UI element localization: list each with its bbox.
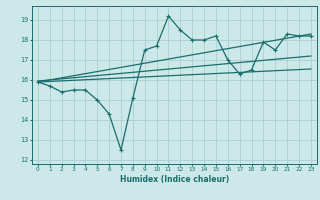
X-axis label: Humidex (Indice chaleur): Humidex (Indice chaleur)	[120, 175, 229, 184]
